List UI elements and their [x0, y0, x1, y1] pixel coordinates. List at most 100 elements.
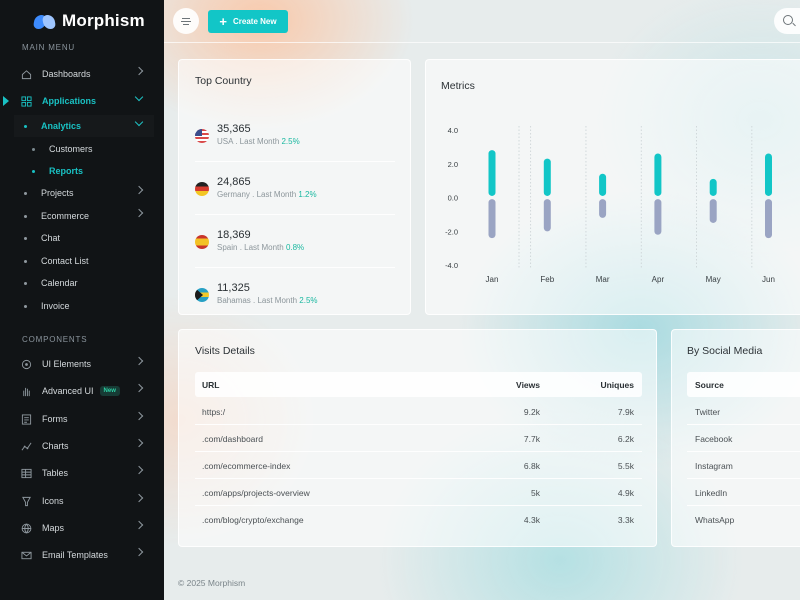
country-value: 35,365 — [217, 123, 251, 135]
table-row[interactable]: .com/ecommerce-index 6.8k 5.5k — [195, 452, 642, 479]
chevron-right-icon — [134, 185, 144, 195]
sidebar-item-calendar[interactable]: Calendar — [14, 272, 154, 294]
bullet-icon — [32, 169, 35, 173]
social-media-title: By Social Media — [687, 345, 763, 357]
cell-url[interactable]: .com/dashboard — [202, 434, 263, 444]
usa-flag-icon — [195, 129, 209, 143]
column-header-source[interactable]: Source — [695, 380, 724, 390]
table-row[interactable]: .com/blog/crypto/exchange 4.3k 3.3k — [195, 506, 642, 533]
bullet-icon — [24, 304, 27, 308]
country-name: Germany — [217, 190, 250, 199]
sidebar-item-advanced-ui[interactable]: Advanced UI New — [14, 380, 154, 402]
hamburger-icon — [182, 17, 190, 19]
sidebar: Morphism MAIN MENU Dashboards Applicatio… — [0, 0, 164, 600]
create-new-button[interactable]: + Create New — [208, 10, 288, 33]
metrics-card: Metrics 4.0 2.0 0.0 -2.0 -4.0 Jan Feb Mar Apr May… — [425, 59, 800, 315]
country-change: 1.2% — [298, 190, 317, 199]
cell-url[interactable]: .com/blog/crypto/exchange — [202, 515, 304, 525]
grid-icon — [20, 95, 32, 107]
sidebar-item-label: Maps — [42, 523, 65, 533]
sidebar-item-invoice[interactable]: Invoice — [14, 295, 154, 317]
sidebar-item-dashboards[interactable]: Dashboards — [14, 63, 154, 85]
y-tick-label: 4.0 — [448, 126, 458, 135]
table-row[interactable]: https:/ 9.2k 7.9k — [195, 398, 642, 425]
sidebar-item-forms[interactable]: Forms — [14, 408, 154, 430]
x-tick-label: Feb — [540, 275, 554, 284]
sidebar-item-label: Charts — [42, 441, 69, 451]
sidebar-item-projects[interactable]: Projects — [14, 182, 154, 204]
cell-uniques: 7.9k — [617, 407, 634, 417]
cell-views: 4.3k — [523, 515, 540, 525]
table-row[interactable]: Facebook — [687, 425, 800, 452]
sidebar-item-icons[interactable]: Icons — [14, 490, 154, 512]
y-tick-label: 2.0 — [448, 160, 458, 169]
country-name: Spain — [217, 243, 238, 252]
country-subtext: Bahamas . Last Month 2.5% — [217, 296, 318, 305]
target-icon — [20, 358, 32, 370]
sidebar-item-tables[interactable]: Tables — [14, 462, 154, 484]
sidebar-item-label: Calendar — [41, 278, 78, 288]
table-row[interactable]: Twitter — [687, 398, 800, 425]
cell-url[interactable]: .com/ecommerce-index — [202, 461, 291, 471]
brand[interactable]: Morphism — [32, 9, 145, 33]
sidebar-item-contact-list[interactable]: Contact List — [14, 250, 154, 272]
bullet-icon — [24, 259, 27, 263]
globe-icon — [20, 522, 32, 534]
sidebar-item-label: Reports — [49, 166, 84, 176]
search-button[interactable] — [774, 8, 800, 34]
y-tick-label: -4.0 — [445, 261, 458, 270]
y-tick-label: 0.0 — [448, 194, 458, 203]
social-table-header: Source — [687, 372, 800, 397]
sidebar-item-label: Dashboards — [42, 69, 91, 79]
sidebar-item-applications[interactable]: Applications — [14, 90, 154, 112]
sidebar-item-analytics[interactable]: Analytics — [14, 115, 154, 137]
sidebar-item-label: Advanced UI — [42, 386, 94, 396]
bullet-icon — [32, 147, 35, 151]
sidebar-item-email-templates[interactable]: Email Templates — [14, 544, 154, 566]
main-menu-label: MAIN MENU — [22, 43, 75, 52]
metrics-title: Metrics — [441, 80, 475, 92]
chevron-right-icon — [134, 411, 144, 421]
table-row[interactable]: LinkedIn — [687, 479, 800, 506]
top-country-title: Top Country — [195, 75, 252, 87]
country-row: 35,365 USA . Last Month 2.5% — [195, 109, 395, 162]
y-tick-label: -2.0 — [445, 227, 458, 236]
column-header-url[interactable]: URL — [202, 380, 220, 390]
country-name: Bahamas — [217, 296, 251, 305]
sidebar-item-label: Invoice — [41, 301, 70, 311]
search-icon — [783, 15, 793, 25]
sidebar-item-label: Customers — [49, 144, 93, 154]
table-row[interactable]: .com/apps/projects-overview 5k 4.9k — [195, 479, 642, 506]
cell-source: LinkedIn — [695, 488, 728, 498]
form-icon — [20, 413, 32, 425]
chevron-right-icon — [134, 383, 144, 393]
sidebar-item-ecommerce[interactable]: Ecommerce — [14, 205, 154, 227]
sidebar-item-label: Icons — [42, 496, 64, 506]
sidebar-item-chat[interactable]: Chat — [14, 227, 154, 249]
menu-toggle-button[interactable] — [173, 8, 199, 34]
table-row[interactable]: Instagram — [687, 452, 800, 479]
social-media-card: By Social Media Source Twitter Facebook In… — [671, 329, 800, 547]
chevron-right-icon — [134, 520, 144, 530]
column-header-views[interactable]: Views — [516, 380, 540, 390]
metrics-chart: 4.0 2.0 0.0 -2.0 -4.0 Jan Feb Mar Apr May Jun — [445, 126, 775, 284]
column-header-uniques[interactable]: Uniques — [600, 380, 634, 390]
sidebar-item-customers[interactable]: Customers — [14, 138, 154, 160]
bullet-icon — [24, 281, 27, 285]
footer-copyright: © 2025 Morphism — [178, 578, 246, 588]
sidebar-item-charts[interactable]: Charts — [14, 435, 154, 457]
cell-views: 5k — [531, 488, 540, 498]
cell-url[interactable]: https:/ — [202, 407, 226, 417]
table-row[interactable]: .com/dashboard 7.7k 6.2k — [195, 425, 642, 452]
sidebar-item-label: Forms — [42, 414, 68, 424]
sidebar-item-maps[interactable]: Maps — [14, 517, 154, 539]
cell-source: Facebook — [695, 434, 733, 444]
sidebar-item-reports[interactable]: Reports — [14, 160, 154, 182]
country-name: USA — [217, 137, 234, 146]
bahamas-flag-icon — [195, 288, 209, 302]
cell-url[interactable]: .com/apps/projects-overview — [202, 488, 310, 498]
sidebar-item-ui-elements[interactable]: UI Elements — [14, 353, 154, 375]
chevron-right-icon — [134, 547, 144, 557]
create-new-label: Create New — [233, 17, 277, 26]
table-row[interactable]: WhatsApp — [687, 506, 800, 533]
